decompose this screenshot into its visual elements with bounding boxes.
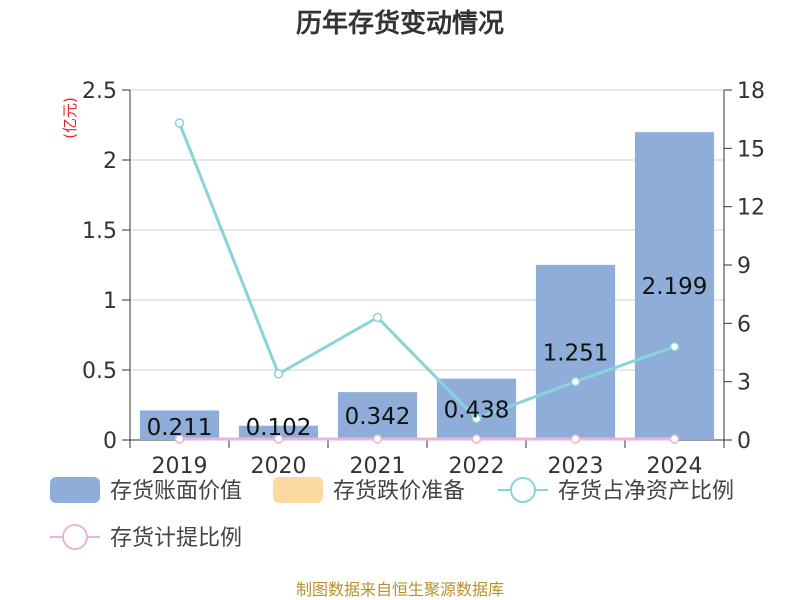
chart-title: 历年存货变动情况 — [296, 8, 504, 39]
line-series — [174, 118, 680, 444]
legend-label: 存货跌价准备 — [333, 479, 465, 504]
line-point — [273, 434, 284, 444]
legend-label: 存货账面价值 — [110, 479, 242, 504]
line-point — [174, 118, 185, 128]
gridlines — [130, 89, 724, 371]
bar — [337, 392, 418, 440]
right-tick-label: 12 — [737, 196, 765, 221]
legend-label: 存货占净资产比例 — [558, 479, 734, 504]
bar-value-label: 1.251 — [543, 340, 609, 366]
line-point — [372, 434, 383, 444]
left-tick-label: 0.5 — [82, 359, 117, 384]
left-tick-label: 2.5 — [82, 79, 117, 104]
line-point — [471, 434, 482, 444]
line-inventory-ratio — [178, 122, 675, 421]
line-point — [174, 434, 185, 444]
legend-label: 存货计提比例 — [110, 526, 242, 551]
x-tick-label: 2022 — [449, 454, 505, 479]
legend-swatch — [273, 477, 323, 503]
line-point — [669, 434, 680, 444]
bar-value-label: 0.211 — [147, 415, 213, 441]
right-tick-label: 15 — [737, 137, 765, 162]
right-tick-label: 18 — [737, 79, 765, 104]
line-point — [273, 369, 284, 379]
bar-value-label: 0.438 — [444, 397, 510, 423]
line-point — [372, 312, 383, 323]
left-tick-label: 1 — [103, 289, 117, 314]
x-tick-label: 2019 — [152, 454, 208, 479]
x-tick-label: 2021 — [350, 454, 406, 479]
right-tick-label: 9 — [737, 254, 751, 279]
bar — [634, 132, 715, 440]
right-tick-label: 3 — [737, 371, 751, 396]
legend-swatch-marker — [510, 477, 536, 503]
right-tick-label: 0 — [737, 429, 751, 454]
line-point — [669, 341, 680, 352]
line-point — [471, 413, 482, 424]
left-tick-label: 2 — [103, 149, 117, 174]
bar — [535, 264, 616, 440]
legend-swatch-marker — [62, 524, 88, 550]
x-tick-label: 2024 — [647, 454, 703, 479]
bar-labels: 0.211 0.102 0.342 0.438 1.251 2.199 — [147, 274, 708, 441]
bar-value-label: 0.102 — [246, 415, 312, 441]
x-tick-label: 2023 — [548, 454, 604, 479]
left-tick-label: 0 — [103, 429, 117, 454]
right-tick-label: 6 — [737, 312, 751, 337]
legend-swatch — [50, 477, 100, 503]
line-point — [570, 434, 581, 444]
bar-series — [139, 132, 715, 440]
source-note: 制图数据来自恒生聚源数据库 — [296, 580, 504, 599]
bar — [238, 425, 319, 440]
line-point — [570, 376, 581, 387]
bar-value-label: 0.342 — [345, 404, 411, 430]
bar-value-label: 2.199 — [642, 274, 708, 300]
x-tick-label: 2020 — [251, 454, 307, 479]
left-axis-unit: (亿元) — [61, 97, 79, 139]
left-tick-label: 1.5 — [82, 219, 117, 244]
